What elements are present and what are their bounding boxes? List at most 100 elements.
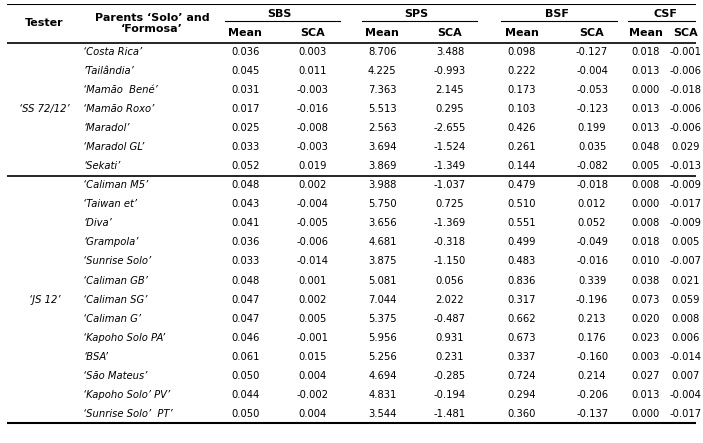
Text: 0.027: 0.027 [632,371,660,381]
Text: -1.150: -1.150 [434,256,466,267]
Text: ‘Kapoho Solo PA’: ‘Kapoho Solo PA’ [84,333,166,342]
Text: -0.318: -0.318 [434,237,466,248]
Text: ‘Caliman GB’: ‘Caliman GB’ [84,276,148,286]
Text: -0.206: -0.206 [576,390,608,400]
Text: 0.061: 0.061 [231,352,259,361]
Text: 0.047: 0.047 [231,295,259,305]
Text: 0.045: 0.045 [231,66,259,76]
Text: 0.047: 0.047 [231,314,259,323]
Text: 0.199: 0.199 [578,123,607,133]
Text: -1.037: -1.037 [434,180,466,190]
Text: SBS: SBS [267,9,292,19]
Text: ‘Mamão Roxo’: ‘Mamão Roxo’ [84,104,155,114]
Text: -0.005: -0.005 [297,218,329,229]
Text: -0.285: -0.285 [434,371,466,381]
Text: 8.706: 8.706 [368,47,396,57]
Text: -1.481: -1.481 [434,409,466,419]
Text: -0.196: -0.196 [576,295,608,305]
Text: 5.750: 5.750 [368,199,396,210]
Text: 0.052: 0.052 [578,218,607,229]
Text: 7.044: 7.044 [368,295,396,305]
Text: 0.662: 0.662 [508,314,536,323]
Text: 0.144: 0.144 [508,161,536,171]
Text: -0.003: -0.003 [297,142,329,152]
Text: 3.875: 3.875 [368,256,396,267]
Text: Mean: Mean [505,28,538,38]
Text: -0.993: -0.993 [434,66,466,76]
Text: ‘JS 12’: ‘JS 12’ [29,295,60,305]
Text: 5.256: 5.256 [368,352,396,361]
Text: -0.053: -0.053 [576,85,608,95]
Text: 0.052: 0.052 [231,161,259,171]
Text: ‘São Mateus’: ‘São Mateus’ [84,371,148,381]
Text: 0.044: 0.044 [231,390,259,400]
Text: ‘Mamão  Bené’: ‘Mamão Bené’ [84,85,158,95]
Text: -1.524: -1.524 [434,142,466,152]
Text: 0.011: 0.011 [299,66,327,76]
Text: 0.295: 0.295 [436,104,464,114]
Text: 3.988: 3.988 [368,180,396,190]
Text: 0.029: 0.029 [671,142,699,152]
Text: 0.013: 0.013 [632,104,660,114]
Text: 0.025: 0.025 [231,123,259,133]
Text: ‘Caliman SG’: ‘Caliman SG’ [84,295,148,305]
Text: -2.655: -2.655 [434,123,466,133]
Text: 0.006: 0.006 [671,333,699,342]
Text: ‘Sunrise Solo’  PT’: ‘Sunrise Solo’ PT’ [84,409,173,419]
Text: Mean: Mean [366,28,399,38]
Text: -0.016: -0.016 [297,104,329,114]
Text: 3.488: 3.488 [436,47,464,57]
Text: 0.056: 0.056 [436,276,464,286]
Text: 0.214: 0.214 [578,371,607,381]
Text: 0.013: 0.013 [632,390,660,400]
Text: 0.033: 0.033 [231,142,259,152]
Text: 0.013: 0.013 [632,66,660,76]
Text: -0.001: -0.001 [297,333,329,342]
Text: ‘Tailândia’: ‘Tailândia’ [84,66,134,76]
Text: 0.036: 0.036 [231,237,259,248]
Text: 0.002: 0.002 [299,180,327,190]
Text: -0.137: -0.137 [576,409,608,419]
Text: 0.000: 0.000 [632,85,660,95]
Text: -0.004: -0.004 [297,199,329,210]
Text: 0.017: 0.017 [231,104,259,114]
Text: ‘SS 72/12’: ‘SS 72/12’ [19,104,70,114]
Text: Mean: Mean [629,28,663,38]
Text: -0.123: -0.123 [576,104,608,114]
Text: ‘Diva’: ‘Diva’ [84,218,112,229]
Text: 0.050: 0.050 [231,409,259,419]
Text: 0.005: 0.005 [671,237,699,248]
Text: 0.008: 0.008 [671,314,699,323]
Text: -0.006: -0.006 [669,66,701,76]
Text: -0.016: -0.016 [576,256,608,267]
Text: -0.006: -0.006 [669,123,701,133]
Text: 0.018: 0.018 [632,237,660,248]
Text: 0.041: 0.041 [231,218,259,229]
Text: ‘Grampola’: ‘Grampola’ [84,237,139,248]
Text: 0.724: 0.724 [508,371,536,381]
Text: 0.003: 0.003 [632,352,660,361]
Text: 0.020: 0.020 [632,314,660,323]
Text: -0.160: -0.160 [576,352,608,361]
Text: ‘Sunrise Solo’: ‘Sunrise Solo’ [84,256,152,267]
Text: 0.008: 0.008 [632,218,660,229]
Text: BSF: BSF [545,9,569,19]
Text: 0.931: 0.931 [436,333,464,342]
Text: SCA: SCA [437,28,463,38]
Text: 0.360: 0.360 [508,409,536,419]
Text: -0.082: -0.082 [576,161,608,171]
Text: -0.013: -0.013 [669,161,701,171]
Text: -0.004: -0.004 [576,66,608,76]
Text: ‘Caliman G’: ‘Caliman G’ [84,314,141,323]
Text: -0.008: -0.008 [297,123,329,133]
Text: 0.479: 0.479 [508,180,536,190]
Text: CSF: CSF [654,9,678,19]
Text: ‘BSA’: ‘BSA’ [84,352,108,361]
Text: 0.499: 0.499 [508,237,536,248]
Text: 0.046: 0.046 [231,333,259,342]
Text: -0.014: -0.014 [297,256,329,267]
Text: 0.551: 0.551 [508,218,536,229]
Text: 5.513: 5.513 [368,104,396,114]
Text: 0.031: 0.031 [231,85,259,95]
Text: 0.035: 0.035 [578,142,606,152]
